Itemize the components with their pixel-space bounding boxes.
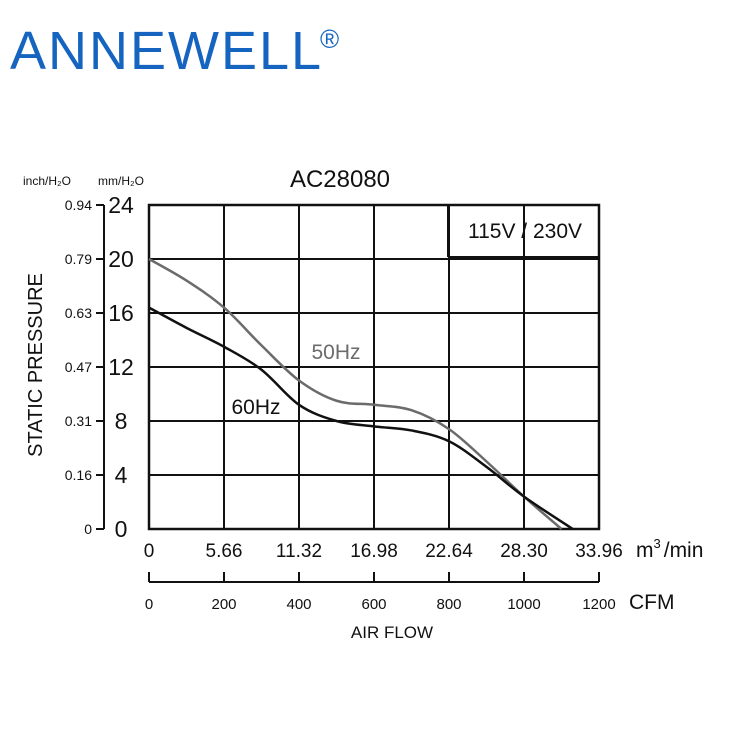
x-tick-label-m3min: 5.66 (206, 541, 243, 562)
y-axis-inch: 0 0.16 0.31 0.47 0.63 0.79 0.94 (65, 197, 105, 537)
y-axis-label: STATIC PRESSURE (25, 273, 47, 457)
x-axis-label: AIR FLOW (351, 623, 433, 642)
x-tick-label-m3min: 16.98 (350, 541, 398, 562)
voltage-annotation: 115V / 230V (468, 220, 582, 243)
y-ticks: 0 4 8 12 16 20 24 (108, 192, 134, 542)
brand-logo: ANNEWELL ® (10, 21, 339, 81)
y-tick-label-mm: 16 (108, 300, 134, 326)
y-tick-label-inch: 0.94 (65, 197, 92, 213)
x-tick-label-m3min: 11.32 (276, 541, 322, 562)
brand-logo-text: ANNEWELL (10, 21, 323, 81)
chart-title: AC28080 (290, 166, 390, 193)
series-label-50hz: 50Hz (311, 341, 360, 364)
series-lines (148, 257, 574, 531)
y-tick-label-mm: 12 (108, 354, 134, 380)
registered-mark-icon: ® (320, 24, 339, 54)
x-tick-label-cfm: 1000 (507, 596, 540, 613)
x-tick-label-cfm: 0 (145, 596, 153, 613)
x-tick-label-cfm: 600 (361, 596, 386, 613)
y-tick-label-inch: 0.63 (65, 305, 92, 321)
y-unit-mm: mm/H₂O (98, 174, 144, 188)
series-line-60hz (148, 306, 574, 531)
y-tick-label-mm: 0 (115, 516, 128, 542)
x-tick-label-m3min: 33.96 (575, 541, 623, 562)
x-tick-label-cfm: 400 (286, 596, 311, 613)
y-tick-label-mm: 4 (115, 462, 128, 488)
x-unit-cfm: CFM (629, 591, 675, 614)
y-tick-label-mm: 24 (108, 192, 134, 218)
plot-border (147, 203, 601, 531)
x-ticks: 0 5.66 11.32 16.98 22.64 28.30 33.96 (144, 541, 623, 562)
x-axis-cfm: 0 200 400 600 800 1000 1200 (145, 572, 616, 613)
x-tick-label-cfm: 1200 (582, 596, 615, 613)
x-tick-label-m3min: 0 (144, 541, 155, 562)
x-tick-label-m3min: 22.64 (425, 541, 473, 562)
series-label-60hz: 60Hz (231, 396, 280, 419)
y-tick-label-inch: 0.16 (65, 467, 92, 483)
x-unit-per-min: /min (664, 539, 704, 562)
y-tick-label-inch: 0 (84, 521, 92, 537)
x-tick-label-cfm: 800 (436, 596, 461, 613)
plot-frame (147, 203, 601, 531)
x-tick-label-cfm: 200 (211, 596, 236, 613)
y-unit-inch: inch/H₂O (23, 174, 71, 188)
grid-lines (149, 205, 599, 529)
y-tick-label-inch: 0.31 (65, 413, 92, 429)
y-tick-label-mm: 8 (115, 408, 128, 434)
y-tick-label-mm: 20 (108, 246, 134, 272)
x-tick-label-m3min: 28.30 (500, 541, 548, 562)
x-unit-superscript: 3 (654, 536, 661, 551)
y-tick-label-inch: 0.47 (65, 359, 92, 375)
x-unit-m: m (636, 539, 654, 562)
series-line-50hz (148, 257, 563, 530)
y-tick-label-inch: 0.79 (65, 251, 92, 267)
x-unit-m3min: m3/min (636, 536, 703, 562)
